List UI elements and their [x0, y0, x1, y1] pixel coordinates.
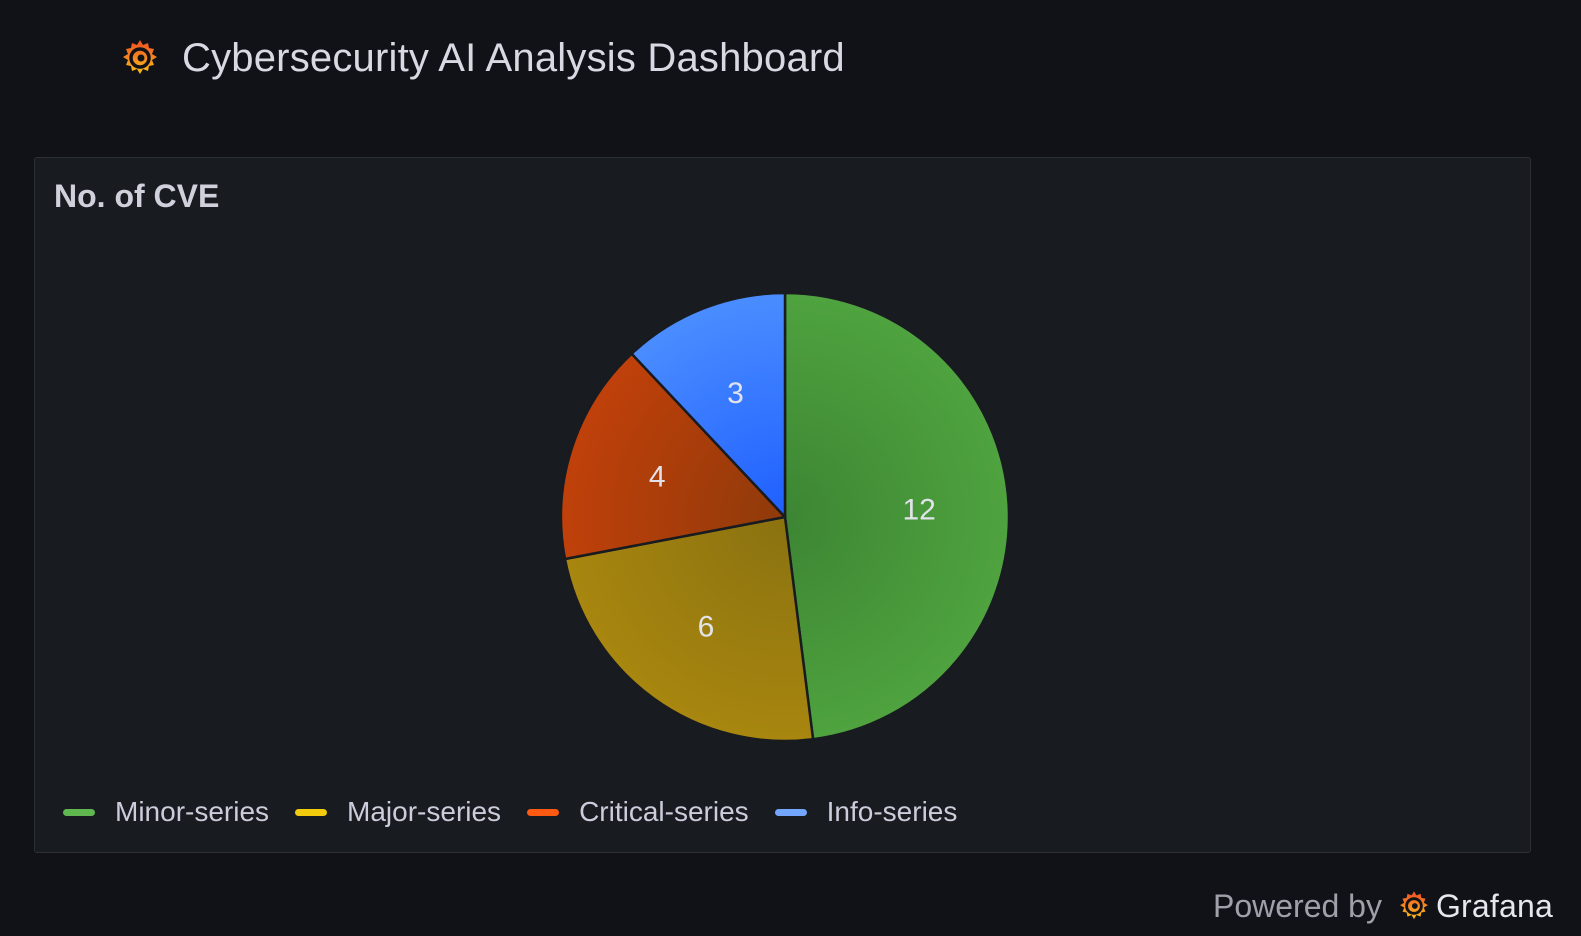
pie-slice-critical-series[interactable]	[559, 352, 787, 561]
pie-slice-major-series[interactable]	[563, 515, 815, 743]
legend-label: Info-series	[826, 796, 958, 827]
cve-pie-panel: No. of CVE 12 6 4 3 Minor-series Major-serie…	[34, 157, 1531, 853]
legend-swatch	[774, 808, 807, 816]
legend-label: Minor-series	[115, 796, 270, 827]
dashboard-title: Cybersecurity AI Analysis Dashboard	[182, 35, 845, 80]
grafana-logo-icon[interactable]	[1396, 888, 1432, 924]
powered-by-label: Powered by	[1212, 887, 1382, 924]
legend-item-info-series[interactable]: Info-series	[774, 796, 958, 828]
pie-slice-info-series[interactable]	[630, 291, 787, 519]
pie-slice-label: 12	[902, 494, 935, 527]
chart-legend: Minor-series Major-series Critical-series I…	[63, 794, 983, 830]
legend-item-critical-series[interactable]: Critical-series	[527, 796, 749, 828]
pie-slice-label: 3	[727, 377, 744, 410]
legend-item-minor-series[interactable]: Minor-series	[63, 796, 269, 828]
legend-label: Critical-series	[579, 796, 749, 827]
pie-slice-label: 4	[649, 460, 666, 493]
legend-swatch	[63, 808, 95, 816]
pie-slice-label: 6	[698, 611, 715, 644]
grafana-brand[interactable]: Grafana	[1435, 887, 1553, 924]
footer: Powered by Grafana	[1213, 880, 1553, 932]
legend-item-major-series[interactable]: Major-series	[295, 796, 501, 828]
dashboard-header: Cybersecurity AI Analysis Dashboard	[118, 30, 845, 86]
pie-slice-minor-series[interactable]	[783, 291, 1011, 741]
pie-chart: 12 6 4 3	[559, 291, 1011, 743]
legend-swatch	[527, 808, 560, 816]
legend-swatch	[295, 808, 328, 816]
panel-title[interactable]: No. of CVE	[54, 178, 220, 214]
legend-label: Major-series	[347, 796, 502, 827]
grafana-logo-icon[interactable]	[118, 36, 162, 80]
